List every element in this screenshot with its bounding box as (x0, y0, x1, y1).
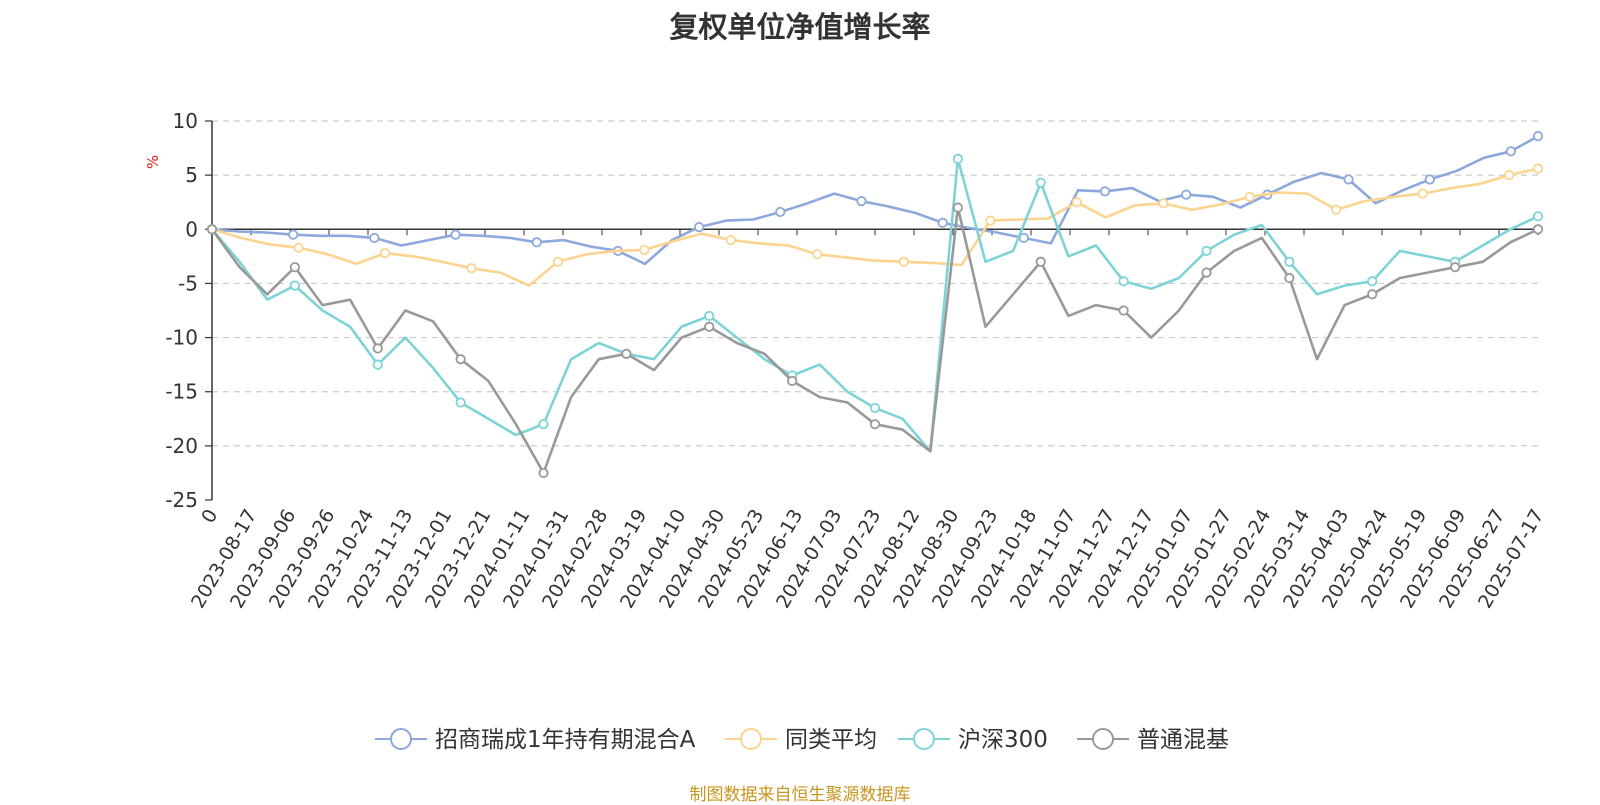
data-point (812, 249, 823, 260)
line-chart: 1050-5-10-15-20-25%02023-08-172023-09-06… (144, 109, 1548, 753)
data-point (952, 202, 963, 213)
data-point (985, 215, 996, 226)
y-tick-label: -15 (165, 380, 198, 404)
data-point (704, 321, 715, 332)
data-point (639, 244, 650, 255)
data-point (952, 153, 963, 164)
data-point (1071, 197, 1082, 208)
data-point (694, 222, 705, 233)
legend-marker (1092, 728, 1114, 750)
data-point (869, 402, 881, 414)
data-point (937, 217, 948, 228)
axes: 1050-5-10-15-20-25%02023-08-172023-09-06… (144, 109, 1548, 612)
data-point (538, 419, 549, 430)
data-point (1158, 198, 1169, 209)
data-point (1417, 188, 1428, 199)
legend-item[interactable]: 招商瑞成1年持有期混合A (375, 727, 696, 753)
data-point (538, 467, 549, 479)
legend-item[interactable]: 普通混基 (1077, 727, 1229, 753)
data-point (1532, 131, 1544, 142)
data-point (1331, 204, 1342, 215)
data-point (1532, 211, 1544, 222)
data-point (1367, 289, 1378, 300)
data-point (775, 206, 786, 218)
data-point (455, 354, 466, 365)
data-point (725, 235, 736, 246)
legend-item[interactable]: 沪深300 (898, 727, 1048, 753)
legend[interactable]: 招商瑞成1年持有期混合A 同类平均 沪深300 普通混基 (375, 727, 1229, 753)
y-tick-label: -20 (165, 434, 198, 458)
data-point (1284, 256, 1295, 267)
y-axis-label: % (144, 155, 162, 169)
legend-marker (390, 728, 412, 750)
data-point (455, 397, 466, 408)
data-point (1450, 262, 1461, 273)
data-point (293, 242, 304, 253)
data-point (369, 232, 380, 244)
data-point (1181, 189, 1192, 200)
series-line (211, 167, 1539, 287)
y-tick-label: -10 (165, 326, 198, 350)
series-line (210, 206, 1539, 475)
data-point (552, 256, 564, 267)
data-point (1035, 256, 1046, 267)
y-tick-label: -5 (178, 271, 198, 295)
series-line (211, 135, 1539, 266)
data-point (1343, 174, 1354, 185)
data-point (1284, 272, 1295, 284)
data-point (1099, 186, 1111, 197)
legend-label: 同类平均 (785, 727, 877, 753)
data-point (1532, 224, 1544, 235)
legend-marker (913, 728, 935, 750)
legend-item[interactable]: 同类平均 (725, 727, 877, 753)
data-point (531, 237, 542, 248)
data-point (1244, 191, 1255, 202)
x-tick-label: 0 (197, 506, 222, 527)
data-point (372, 343, 383, 354)
chart-title: 复权单位净值增长率 (669, 10, 931, 44)
data-point (288, 229, 299, 240)
y-tick-label: 5 (185, 163, 198, 187)
legend-label: 招商瑞成1年持有期混合A (435, 727, 696, 753)
data-point (621, 348, 632, 359)
data-point (379, 248, 391, 259)
data-point (856, 196, 867, 207)
y-tick-label: 10 (173, 109, 198, 133)
y-tick-label: -25 (165, 488, 198, 512)
data-point (1201, 267, 1212, 278)
legend-marker (740, 728, 762, 750)
data-point (898, 256, 909, 267)
data-point (289, 280, 300, 291)
data-point (1118, 305, 1129, 316)
data-point (1505, 146, 1517, 157)
data-point (869, 419, 881, 430)
data-point (1035, 177, 1046, 188)
data-point (466, 263, 477, 274)
data-point (704, 310, 715, 322)
y-tick-label: 0 (185, 217, 198, 241)
data-point (289, 262, 300, 273)
data-point (372, 359, 383, 370)
source-note: 制图数据来自恒生聚源数据库 (689, 785, 911, 805)
grid-lines (212, 120, 1538, 447)
legend-label: 普通混基 (1137, 727, 1229, 753)
series-layer (206, 131, 1544, 479)
data-point (1532, 163, 1544, 174)
data-point (1367, 276, 1378, 287)
data-point (450, 229, 461, 240)
data-point (1201, 245, 1212, 257)
data-point (1118, 276, 1129, 287)
legend-label: 沪深300 (958, 727, 1048, 753)
data-point (787, 375, 798, 386)
data-point (1504, 170, 1515, 181)
data-point (1424, 174, 1435, 185)
data-point (206, 224, 218, 235)
